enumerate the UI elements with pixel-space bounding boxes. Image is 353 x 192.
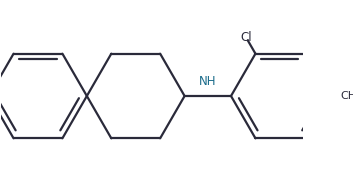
Text: Cl: Cl [240,31,252,44]
Text: NH: NH [199,75,216,88]
Text: CH₃: CH₃ [340,91,353,101]
